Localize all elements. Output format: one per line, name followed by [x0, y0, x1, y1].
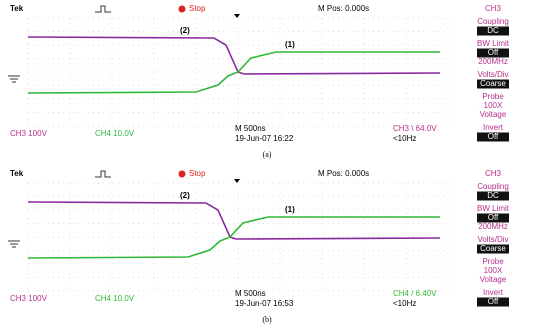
menu-title: BW Limit	[477, 204, 510, 213]
trigger-icon	[95, 171, 111, 177]
menu-title: Volts/Div	[477, 70, 508, 79]
menu-title: Volts/Div	[477, 235, 508, 244]
stop-dot	[179, 171, 186, 178]
position: M Pos: 0.000s	[318, 169, 369, 178]
menu-title: Coupling	[477, 182, 509, 191]
trace-label: (2)	[180, 191, 190, 200]
figure: TekStopM Pos: 0.000s(2)(1)CH3CouplingDCB…	[0, 0, 534, 327]
page: {"panels": [ {"header": {"brand": "Tek",…	[0, 0, 534, 327]
menu-value: 100X	[484, 266, 503, 275]
menu-title: BW Limit	[477, 39, 510, 48]
frequency: <10Hz	[393, 299, 416, 308]
position: M Pos: 0.000s	[318, 4, 369, 13]
footer-ch4: CH4 10.0V	[95, 129, 135, 138]
timebase: M 500ns	[235, 124, 266, 133]
brand: Tek	[10, 169, 24, 178]
menu-value: 100X	[484, 101, 503, 110]
channel: CH3	[485, 4, 502, 13]
brand: Tek	[10, 4, 24, 13]
menu-value: Off	[488, 213, 499, 222]
state: Stop	[189, 169, 206, 178]
menu-value: Off	[488, 132, 499, 141]
trace-2	[28, 37, 440, 74]
menu-value: Voltage	[480, 110, 507, 119]
timestamp: 19-Jun-07 16:53	[235, 299, 294, 308]
menu-title: Invert	[483, 288, 504, 297]
menu-value: Coarse	[480, 79, 506, 88]
caption: (b)	[262, 315, 272, 324]
channel: CH3	[485, 169, 502, 178]
trace-label: (2)	[180, 26, 190, 35]
menu-value: 200MHz	[478, 57, 508, 66]
caption: (a)	[263, 150, 272, 159]
menu-title: Invert	[483, 123, 504, 132]
menu-value: Coarse	[480, 244, 506, 253]
menu-value: Off	[488, 48, 499, 57]
ground-marker	[8, 241, 20, 247]
trace-label: (1)	[285, 40, 295, 49]
footer-ch4: CH4 10.0V	[95, 294, 135, 303]
menu-value: 200MHz	[478, 222, 508, 231]
footer-ch3: CH3 100V	[10, 294, 48, 303]
menu-value: DC	[487, 191, 499, 200]
state: Stop	[189, 4, 206, 13]
trigger: CH3 \ 64.0V	[393, 124, 437, 133]
ground-marker	[8, 76, 20, 82]
menu-title: Probe	[482, 92, 504, 101]
menu-title: Coupling	[477, 17, 509, 26]
menu-value: Off	[488, 297, 499, 306]
menu-value: Voltage	[480, 275, 507, 284]
footer-ch3: CH3 100V	[10, 129, 48, 138]
trigger: CH4 / 6.40V	[393, 289, 437, 298]
trigger-icon	[95, 6, 111, 12]
trigger-marker	[234, 179, 240, 183]
timestamp: 19-Jun-07 16:22	[235, 134, 294, 143]
trigger-marker	[234, 14, 240, 18]
menu-value: DC	[487, 26, 499, 35]
menu-title: Probe	[482, 257, 504, 266]
trace-label: (1)	[285, 205, 295, 214]
frequency: <10Hz	[393, 134, 416, 143]
timebase: M 500ns	[235, 289, 266, 298]
stop-dot	[179, 6, 186, 13]
